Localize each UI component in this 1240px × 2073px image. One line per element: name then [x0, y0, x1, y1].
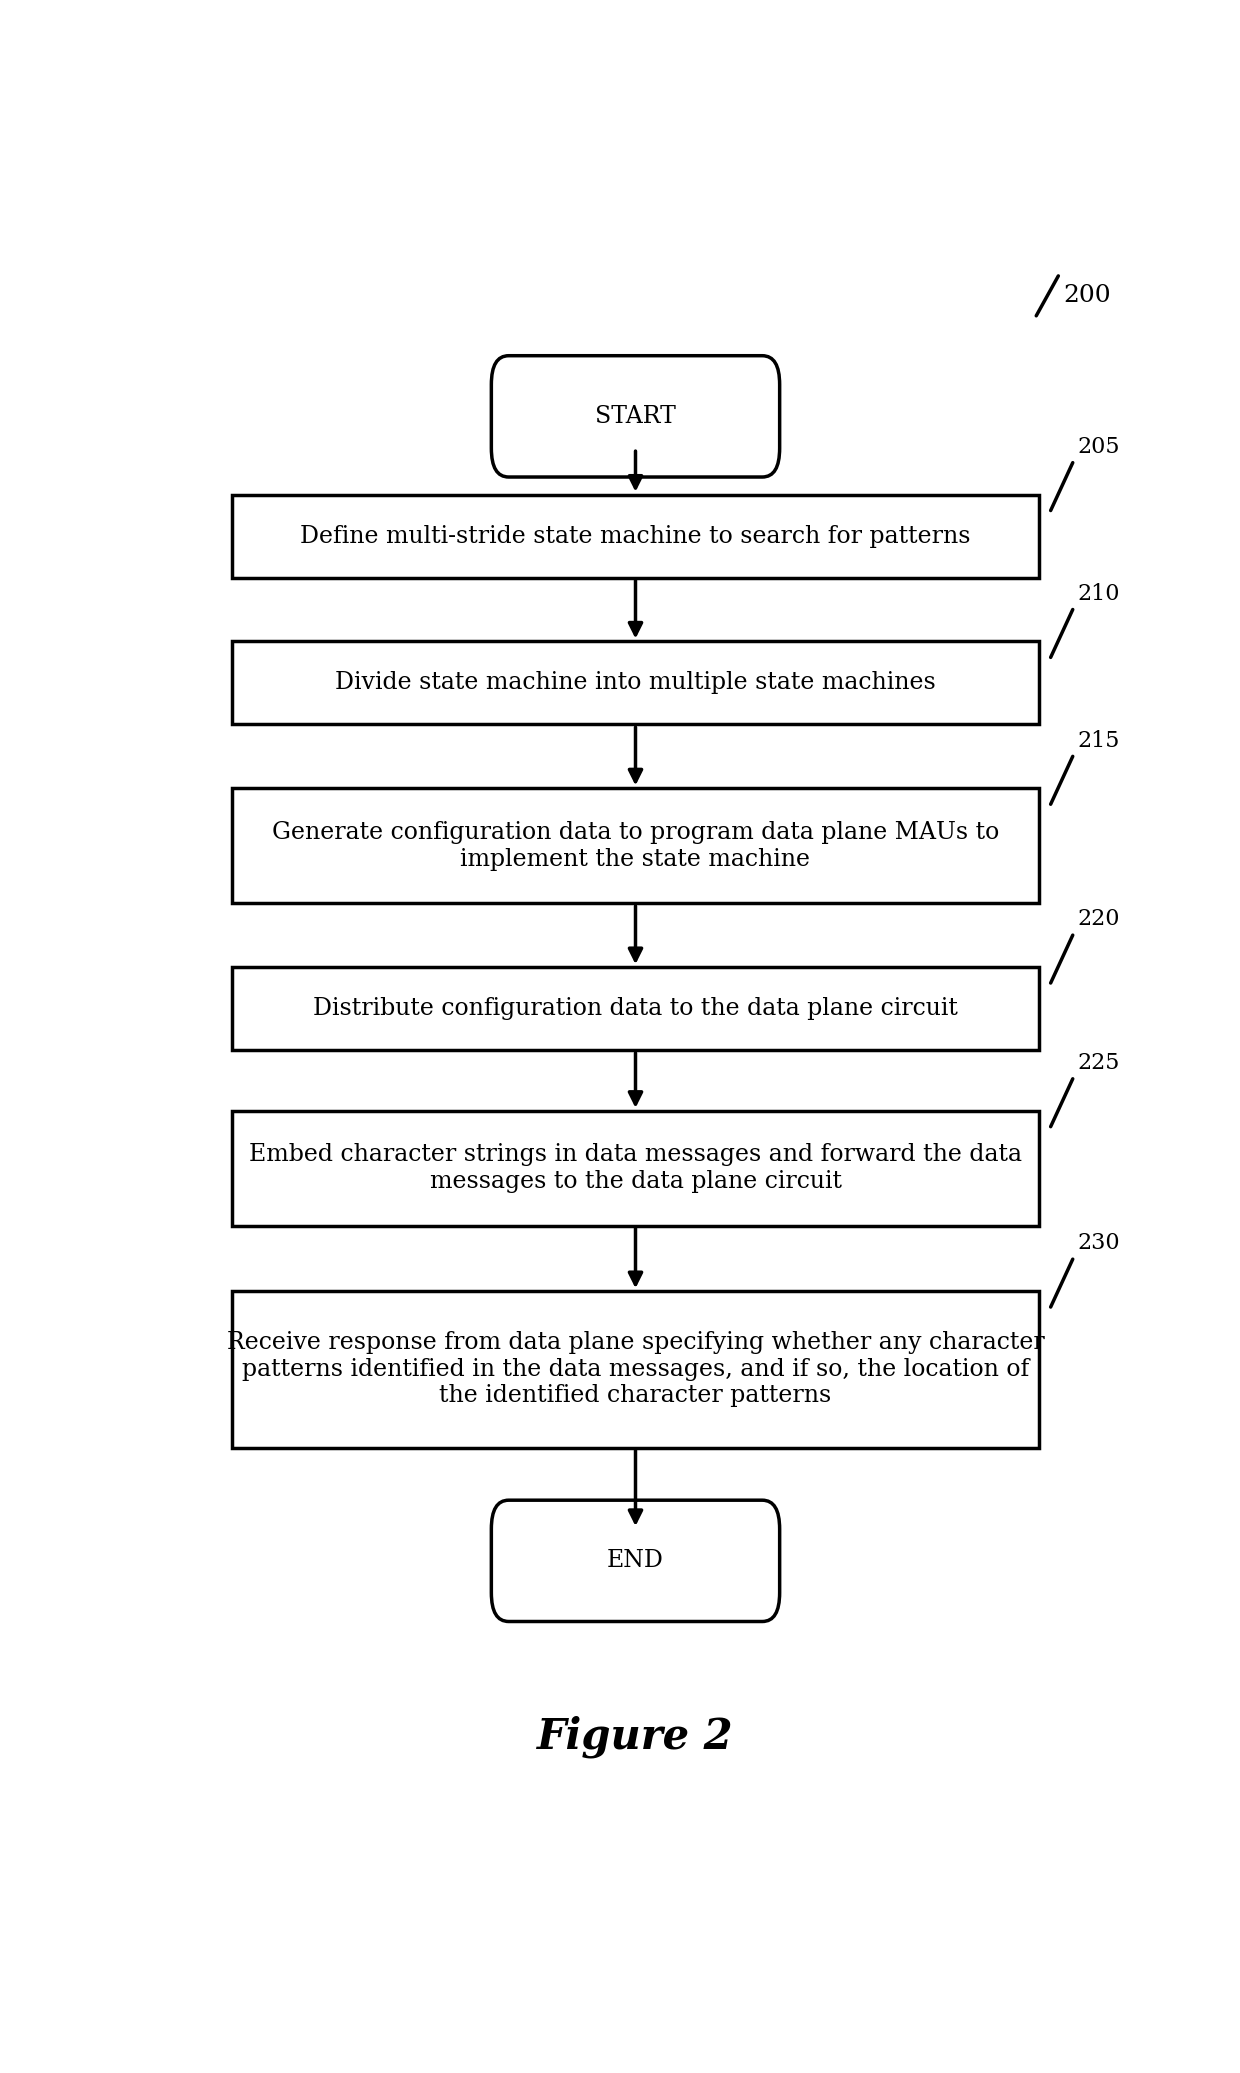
- FancyBboxPatch shape: [491, 357, 780, 477]
- Text: Receive response from data plane specifying whether any character
patterns ident: Receive response from data plane specify…: [227, 1331, 1044, 1408]
- Bar: [232, 641, 1039, 723]
- Bar: [232, 966, 1039, 1051]
- Text: Define multi-stride state machine to search for patterns: Define multi-stride state machine to sea…: [300, 524, 971, 547]
- Text: 220: 220: [1078, 908, 1120, 931]
- Text: 210: 210: [1078, 583, 1120, 605]
- FancyBboxPatch shape: [491, 1501, 780, 1621]
- Text: Figure 2: Figure 2: [537, 1714, 734, 1758]
- Bar: [232, 1111, 1039, 1225]
- Bar: [232, 1291, 1039, 1447]
- Text: 230: 230: [1078, 1231, 1120, 1254]
- Bar: [232, 788, 1039, 904]
- Text: 215: 215: [1078, 730, 1120, 752]
- Text: Embed character strings in data messages and forward the data
messages to the da: Embed character strings in data messages…: [249, 1144, 1022, 1192]
- Text: 225: 225: [1078, 1051, 1120, 1074]
- Text: Divide state machine into multiple state machines: Divide state machine into multiple state…: [335, 672, 936, 694]
- Text: START: START: [595, 404, 676, 427]
- Text: Generate configuration data to program data plane MAUs to
implement the state ma: Generate configuration data to program d…: [272, 821, 999, 871]
- Text: Distribute configuration data to the data plane circuit: Distribute configuration data to the dat…: [312, 997, 959, 1020]
- Bar: [232, 495, 1039, 578]
- Text: 200: 200: [1063, 284, 1111, 307]
- Text: 205: 205: [1078, 435, 1120, 458]
- Text: END: END: [608, 1549, 663, 1571]
